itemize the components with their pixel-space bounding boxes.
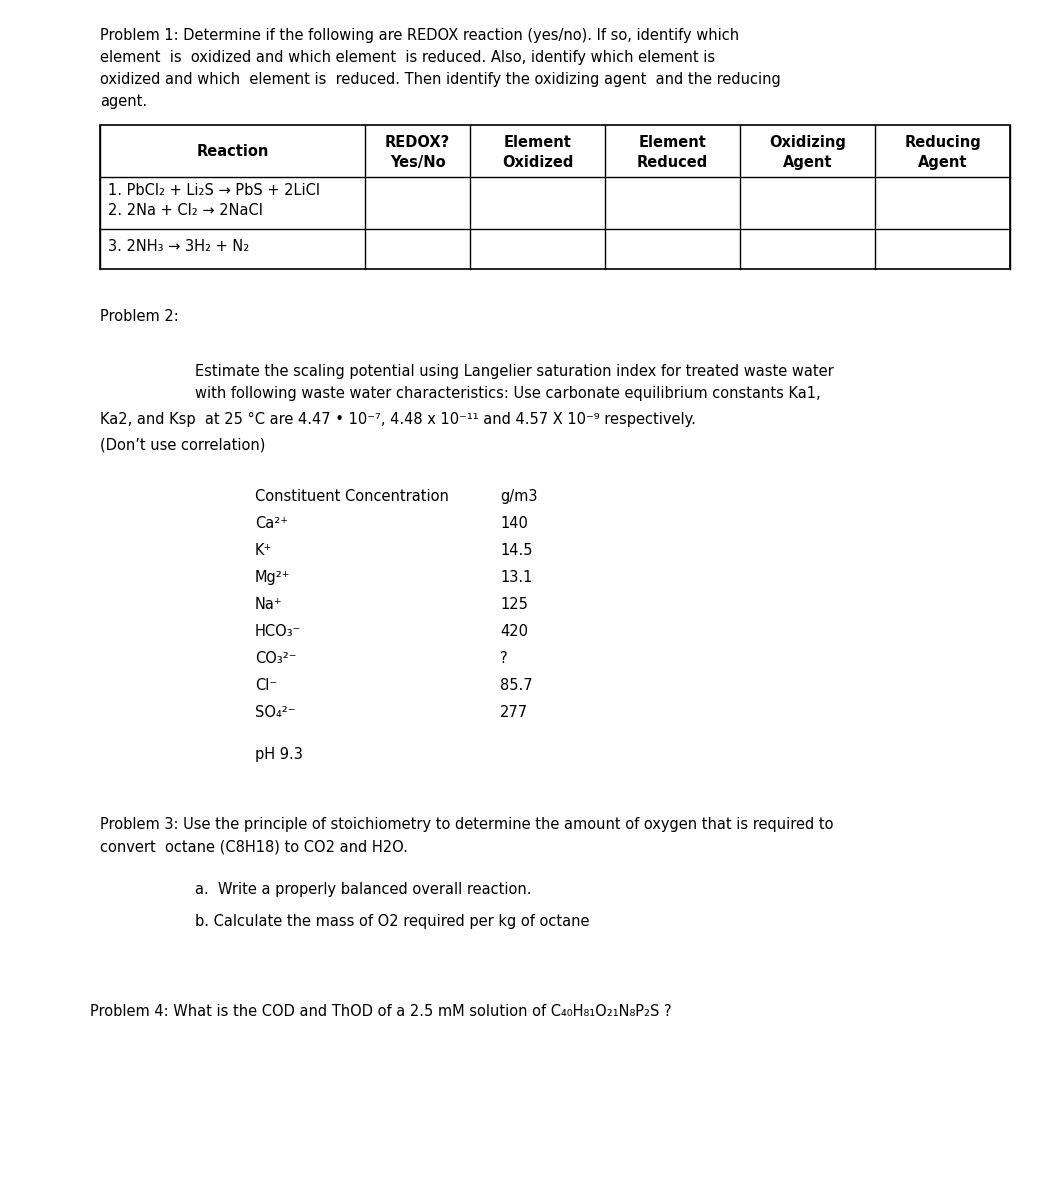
Text: 14.5: 14.5 xyxy=(500,542,532,558)
Text: Element: Element xyxy=(638,134,706,150)
Text: 2. 2Na + Cl₂ → 2NaCl: 2. 2Na + Cl₂ → 2NaCl xyxy=(108,203,263,218)
Text: Problem 3: Use the principle of stoichiometry to determine the amount of oxygen : Problem 3: Use the principle of stoichio… xyxy=(100,817,833,832)
Text: SO₄²⁻: SO₄²⁻ xyxy=(255,704,296,720)
Text: Mg²⁺: Mg²⁺ xyxy=(255,570,290,584)
Text: Oxidizing: Oxidizing xyxy=(770,134,846,150)
Text: 125: 125 xyxy=(500,596,528,612)
Text: Ka2, and Ksp  at 25 °C are 4.47 • 10⁻⁷, 4.48 x 10⁻¹¹ and 4.57 X 10⁻⁹ respectivel: Ka2, and Ksp at 25 °C are 4.47 • 10⁻⁷, 4… xyxy=(100,412,695,427)
Text: Reducing: Reducing xyxy=(904,134,980,150)
Text: Reduced: Reduced xyxy=(637,155,708,170)
Text: oxidized and which  element is  reduced. Then identify the oxidizing agent  and : oxidized and which element is reduced. T… xyxy=(100,72,781,86)
Text: (Don’t use correlation): (Don’t use correlation) xyxy=(100,438,265,452)
Text: convert  octane (C8H18) to CO2 and H2O.: convert octane (C8H18) to CO2 and H2O. xyxy=(100,839,408,854)
Text: Problem 2:: Problem 2: xyxy=(100,308,179,324)
Text: element  is  oxidized and which element  is reduced. Also, identify which elemen: element is oxidized and which element is… xyxy=(100,50,716,65)
Text: K⁺: K⁺ xyxy=(255,542,272,558)
Text: Problem 4: What is the COD and ThOD of a 2.5 mM solution of C₄₀H₈₁O₂₁N₈P₂S ?: Problem 4: What is the COD and ThOD of a… xyxy=(90,1004,672,1019)
Text: Element: Element xyxy=(504,134,571,150)
Text: 13.1: 13.1 xyxy=(500,570,532,584)
Text: 3. 2NH₃ → 3H₂ + N₂: 3. 2NH₃ → 3H₂ + N₂ xyxy=(108,239,249,254)
Text: pH 9.3: pH 9.3 xyxy=(255,746,303,762)
Text: with following waste water characteristics: Use carbonate equilibrium constants : with following waste water characteristi… xyxy=(195,386,820,401)
Text: Oxidized: Oxidized xyxy=(501,155,573,170)
Bar xyxy=(100,125,1010,269)
Text: 277: 277 xyxy=(500,704,528,720)
Text: Agent: Agent xyxy=(918,155,967,170)
Text: Yes/No: Yes/No xyxy=(390,155,445,170)
Text: Reaction: Reaction xyxy=(196,144,268,158)
Text: 140: 140 xyxy=(500,516,528,530)
Text: 85.7: 85.7 xyxy=(500,678,532,692)
Text: 420: 420 xyxy=(500,624,528,638)
Text: Na⁺: Na⁺ xyxy=(255,596,283,612)
Text: Estimate the scaling potential using Langelier saturation index for treated wast: Estimate the scaling potential using Lan… xyxy=(195,364,834,379)
Text: REDOX?: REDOX? xyxy=(385,134,450,150)
Text: b. Calculate the mass of O2 required per kg of octane: b. Calculate the mass of O2 required per… xyxy=(195,914,589,929)
Text: a.  Write a properly balanced overall reaction.: a. Write a properly balanced overall rea… xyxy=(195,882,531,898)
Text: Constituent Concentration: Constituent Concentration xyxy=(255,490,448,504)
Text: Problem 1: Determine if the following are REDOX reaction (yes/no). If so, identi: Problem 1: Determine if the following ar… xyxy=(100,28,739,43)
Text: ?: ? xyxy=(500,650,508,666)
Text: 1. PbCl₂ + Li₂S → PbS + 2LiCl: 1. PbCl₂ + Li₂S → PbS + 2LiCl xyxy=(108,182,320,198)
Text: Agent: Agent xyxy=(782,155,832,170)
Text: CO₃²⁻: CO₃²⁻ xyxy=(255,650,297,666)
Text: Cl⁻: Cl⁻ xyxy=(255,678,277,692)
Text: Ca²⁺: Ca²⁺ xyxy=(255,516,288,530)
Text: HCO₃⁻: HCO₃⁻ xyxy=(255,624,301,638)
Text: agent.: agent. xyxy=(100,94,147,109)
Text: g/m3: g/m3 xyxy=(500,490,537,504)
